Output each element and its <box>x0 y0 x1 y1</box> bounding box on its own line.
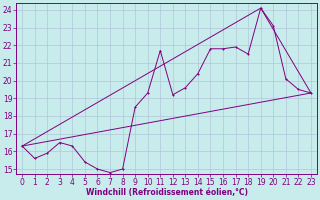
X-axis label: Windchill (Refroidissement éolien,°C): Windchill (Refroidissement éolien,°C) <box>85 188 248 197</box>
